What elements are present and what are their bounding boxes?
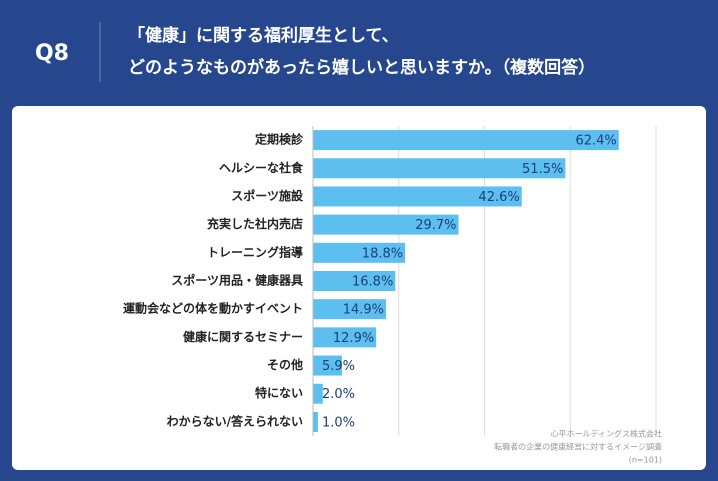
category-label: スポーツ施設 bbox=[231, 188, 304, 203]
question-number: Q8 bbox=[35, 41, 69, 66]
value-label: 2.0% bbox=[322, 387, 355, 402]
bar bbox=[313, 327, 377, 348]
value-label: 1.0% bbox=[322, 415, 355, 430]
bar bbox=[313, 271, 396, 291]
bar bbox=[313, 355, 342, 376]
bar bbox=[313, 186, 522, 207]
bar bbox=[313, 214, 459, 235]
value-label: 18.8% bbox=[362, 246, 403, 261]
value-label: 62.4% bbox=[575, 134, 616, 149]
value-label: 42.6% bbox=[478, 190, 519, 205]
bar bbox=[313, 299, 387, 320]
bar bbox=[313, 383, 323, 404]
value-label: 16.8% bbox=[352, 275, 393, 290]
question-line: どのようなものがあったら嬉しいと思いますか。（複数回答） bbox=[128, 57, 595, 78]
category-label: わからない/答えられない bbox=[167, 413, 303, 428]
category-label: 健康に関するセミナー bbox=[183, 329, 303, 344]
question-line: 「健康」に関する福利厚生として、 bbox=[128, 25, 399, 46]
bar bbox=[313, 130, 619, 151]
value-label: 14.9% bbox=[343, 303, 384, 318]
category-label: その他 bbox=[267, 357, 303, 372]
category-label: スポーツ用品・健康器具 bbox=[171, 273, 303, 288]
value-label: 51.5% bbox=[522, 162, 563, 177]
bar bbox=[313, 411, 318, 432]
category-label: 定期検診 bbox=[255, 132, 304, 147]
category-label: 特にない bbox=[255, 385, 303, 400]
category-label: 充実した社内売店 bbox=[207, 216, 303, 231]
value-label: 5.9% bbox=[322, 359, 355, 374]
bar bbox=[313, 158, 566, 179]
source: 心平ホールディングス株式会社 bbox=[551, 429, 662, 439]
category-label: ヘルシーな社食 bbox=[219, 160, 304, 175]
bar bbox=[313, 242, 406, 263]
category-label: 運動会などの体を動かすイベント bbox=[123, 301, 303, 316]
source: 転職者の企業の健康経営に対するイメージ調査 bbox=[494, 442, 662, 452]
source: (n=101) bbox=[629, 456, 662, 465]
value-label: 29.7% bbox=[415, 218, 456, 233]
category-label: トレーニング指導 bbox=[207, 244, 303, 259]
chart: 定期検診 62.4% ヘルシーな社食 51.5% スポーツ施設 42.6% 充実した社内売店… bbox=[123, 126, 657, 436]
value-label: 12.9% bbox=[333, 331, 374, 346]
